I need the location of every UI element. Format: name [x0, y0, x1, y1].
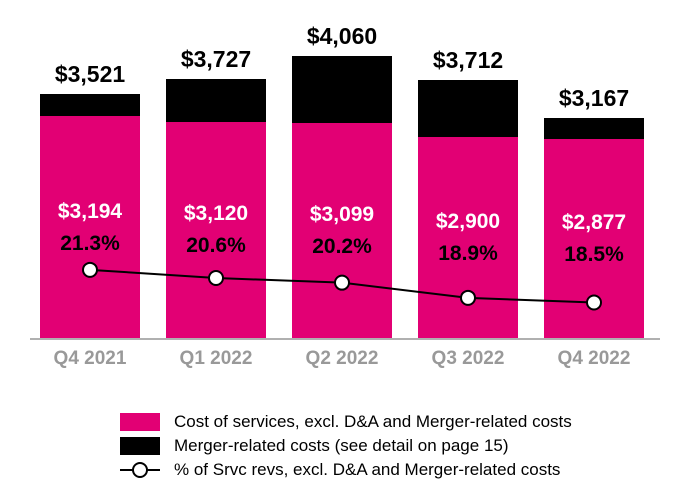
legend-swatch — [120, 437, 160, 455]
lower-value-label: $3,194 — [40, 200, 140, 224]
bar-lower-segment — [292, 123, 392, 340]
plot-area: $3,167 $2,877 18.5% $3,712 $2,900 18.9% $4,060… — [30, 20, 660, 340]
category-label: Q4 2021 — [40, 348, 140, 370]
legend: Cost of services, excl. D&A and Merger-r… — [120, 410, 620, 482]
category-label: Q2 2022 — [292, 348, 392, 370]
bar-upper-segment — [292, 56, 392, 123]
total-value-label: $4,060 — [292, 23, 392, 50]
bar-lower-segment — [418, 137, 518, 340]
bar-lower-segment — [544, 139, 644, 340]
legend-item: Cost of services, excl. D&A and Merger-r… — [120, 410, 620, 434]
bar-lower-segment — [166, 122, 266, 340]
category-axis: Q4 2021 Q1 2022 Q2 2022 Q3 2022 Q4 2022 — [30, 348, 660, 378]
percent-label: 20.2% — [292, 235, 392, 259]
legend-line-marker-icon — [120, 461, 160, 479]
lower-value-label: $2,877 — [544, 211, 644, 235]
category-label: Q1 2022 — [166, 348, 266, 370]
lower-value-label: $3,120 — [166, 202, 266, 226]
total-value-label: $3,521 — [40, 61, 140, 88]
bar-lower-segment — [40, 116, 140, 340]
percent-label: 21.3% — [40, 232, 140, 256]
legend-label: % of Srvc revs, excl. D&A and Merger-rel… — [174, 460, 560, 480]
bar-upper-segment — [544, 118, 644, 138]
percent-label: 20.6% — [166, 234, 266, 258]
percent-label: 18.5% — [544, 243, 644, 267]
category-label: Q3 2022 — [418, 348, 518, 370]
cost-of-services-chart: $3,167 $2,877 18.5% $3,712 $2,900 18.9% $4,060… — [0, 0, 690, 500]
lower-value-label: $3,099 — [292, 203, 392, 227]
total-value-label: $3,727 — [166, 46, 266, 73]
bar-upper-segment — [418, 80, 518, 137]
legend-label: Merger-related costs (see detail on page… — [174, 436, 509, 456]
total-value-label: $3,712 — [418, 47, 518, 74]
legend-swatch — [120, 413, 160, 431]
total-value-label: $3,167 — [544, 85, 644, 112]
legend-item: Merger-related costs (see detail on page… — [120, 434, 620, 458]
category-label: Q4 2022 — [544, 348, 644, 370]
x-axis-baseline — [30, 338, 660, 340]
bar-upper-segment — [166, 79, 266, 121]
lower-value-label: $2,900 — [418, 210, 518, 234]
bar-upper-segment — [40, 94, 140, 117]
legend-label: Cost of services, excl. D&A and Merger-r… — [174, 412, 572, 432]
legend-item: % of Srvc revs, excl. D&A and Merger-rel… — [120, 458, 620, 482]
percent-label: 18.9% — [418, 242, 518, 266]
